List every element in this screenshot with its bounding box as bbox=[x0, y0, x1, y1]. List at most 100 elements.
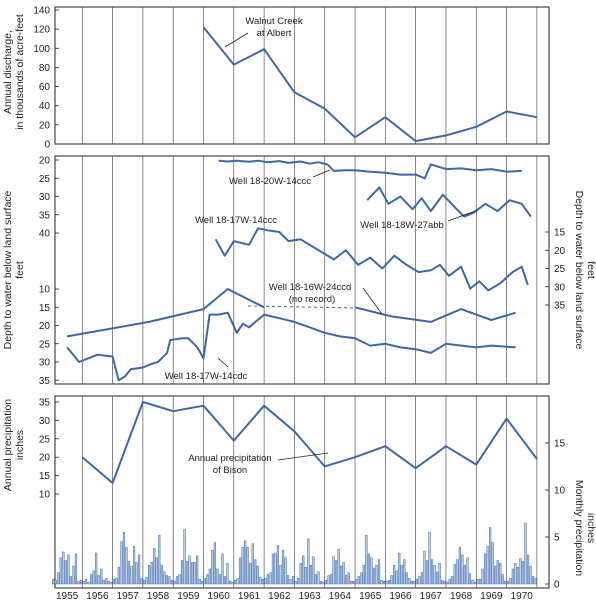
monthly-precip-bar bbox=[150, 562, 153, 585]
monthly-precip-bar bbox=[244, 540, 247, 585]
monthly-precip-bar bbox=[132, 546, 136, 585]
precipitation-y-ticks: 35 30 25 20 15 10 15 10 5 0 bbox=[39, 398, 566, 591]
year-label: 1965 bbox=[359, 591, 382, 602]
year-label: 1962 bbox=[268, 591, 291, 602]
monthly-precip-bar bbox=[87, 581, 90, 585]
monthly-precip-bar bbox=[529, 565, 532, 585]
monthly-precip-bar bbox=[145, 577, 148, 585]
monthly-precip-bar bbox=[188, 555, 191, 585]
monthly-precip-bar bbox=[337, 548, 340, 585]
monthly-precip-bar bbox=[281, 549, 285, 585]
monthly-precip-bar bbox=[521, 561, 525, 585]
monthly-precip-bar bbox=[423, 550, 426, 585]
monthly-precip-bar bbox=[486, 546, 489, 585]
annual-precip-label-line1: Annual precipitation bbox=[188, 453, 271, 464]
monthly-precip-bar bbox=[319, 580, 323, 585]
monthly-precip-bar bbox=[410, 580, 413, 585]
monthly-precip-bar bbox=[266, 574, 269, 585]
panel-frames bbox=[54, 6, 550, 589]
annual-precip-series bbox=[81, 401, 538, 484]
monthly-precip-bar bbox=[69, 576, 72, 585]
monthly-precip-bar bbox=[506, 580, 509, 585]
no-record-label: (no record) bbox=[289, 294, 335, 305]
water-level-left-tick: 10 bbox=[39, 285, 51, 296]
discharge-tick-label: 140 bbox=[33, 6, 50, 17]
monthly-precip-bar bbox=[173, 580, 176, 585]
monthly-precip-bar bbox=[428, 532, 431, 585]
monthly-precip-bar bbox=[395, 570, 398, 585]
year-label: 1968 bbox=[450, 591, 473, 602]
monthly-precip-bar bbox=[276, 545, 280, 585]
monthly-precip-bar bbox=[418, 576, 421, 585]
year-label: 1958 bbox=[147, 591, 170, 602]
monthly-precip-bar bbox=[504, 580, 507, 585]
walnut-creek-line bbox=[202, 26, 538, 143]
monthly-precip-bar bbox=[385, 580, 388, 585]
water-level-right-tick: 15 bbox=[554, 228, 566, 239]
monthly-precip-bar bbox=[256, 565, 259, 585]
monthly-precip-bar bbox=[274, 552, 277, 585]
monthly-precip-bar bbox=[158, 534, 161, 585]
monthly-precip-bar bbox=[494, 565, 497, 585]
year-label: 1956 bbox=[86, 591, 109, 602]
monthly-precip-bar bbox=[137, 554, 141, 585]
monthly-precip-bar bbox=[511, 568, 514, 585]
monthly-precip-bar bbox=[165, 575, 168, 585]
monthly-precip-bar bbox=[405, 572, 408, 585]
monthly-precip-bar bbox=[125, 547, 128, 585]
discharge-ylabel-line2: in thousands of acre-feet bbox=[14, 14, 26, 130]
water-level-right-tick: 25 bbox=[554, 264, 566, 275]
year-label: 1963 bbox=[298, 591, 321, 602]
monthly-precip-bar bbox=[398, 552, 401, 585]
monthly-precip-bar bbox=[183, 529, 186, 585]
well-18-17w-14ccc-line bbox=[214, 227, 529, 292]
water-level-left-tick: 25 bbox=[39, 174, 51, 185]
monthly-precip-bar bbox=[324, 579, 328, 585]
monthly-precip-bar bbox=[340, 565, 343, 585]
monthly-precip-bar bbox=[100, 568, 103, 585]
monthly-precip-bar bbox=[95, 552, 98, 585]
well-18w-label: Well 18-18W-27abb bbox=[360, 220, 444, 231]
monthly-precip-bar bbox=[415, 579, 419, 585]
discharge-tick-label: 40 bbox=[39, 101, 51, 112]
water-level-left-tick: 25 bbox=[39, 339, 51, 350]
monthly-precip-bar bbox=[463, 564, 466, 585]
annual-precip-tick: 20 bbox=[39, 453, 51, 464]
monthly-precip-bar bbox=[218, 574, 222, 585]
monthly-precip-bar bbox=[231, 581, 234, 585]
monthly-precip-bar bbox=[448, 579, 451, 585]
monthly-precip-bar bbox=[196, 555, 199, 585]
discharge-tick-label: 20 bbox=[39, 120, 51, 131]
water-level-ylabel-left-line1: Depth to water below land surface bbox=[2, 190, 14, 349]
monthly-precip-bar bbox=[170, 579, 174, 585]
monthly-precip-bar bbox=[185, 561, 189, 585]
discharge-series bbox=[202, 26, 538, 143]
monthly-precip-bar bbox=[241, 547, 244, 585]
monthly-precip-bar bbox=[191, 562, 194, 585]
monthly-precip-bar bbox=[130, 565, 133, 585]
monthly-precip-bar bbox=[261, 579, 264, 585]
monthly-precip-bar bbox=[352, 580, 355, 585]
monthly-precip-bar bbox=[481, 568, 484, 585]
annual-precip-tick: 15 bbox=[39, 471, 51, 482]
monthly-precip-bar bbox=[501, 574, 504, 585]
water-level-left-tick: 15 bbox=[39, 303, 51, 314]
monthly-precip-bar bbox=[203, 578, 206, 585]
monthly-precip-bar bbox=[59, 557, 62, 585]
water-level-right-tick: 20 bbox=[554, 246, 566, 257]
monthly-precip-bar bbox=[430, 559, 434, 585]
monthly-precip-bar bbox=[294, 580, 297, 585]
annual-precip-tick: 35 bbox=[39, 398, 51, 409]
monthly-precip-bar bbox=[514, 563, 517, 585]
monthly-precip-tick: 5 bbox=[554, 533, 560, 544]
monthly-precip-bar bbox=[483, 553, 487, 585]
monthly-precip-bar bbox=[115, 578, 118, 585]
monthly-precip-tick: 10 bbox=[554, 486, 566, 497]
monthly-precip-bar bbox=[193, 562, 196, 585]
monthly-precip-bar bbox=[54, 579, 57, 585]
monthly-precip-bar bbox=[120, 541, 123, 585]
discharge-tick-label: 0 bbox=[44, 140, 50, 151]
water-level-right-tick: 35 bbox=[554, 301, 566, 312]
monthly-precip-bar bbox=[496, 560, 499, 585]
